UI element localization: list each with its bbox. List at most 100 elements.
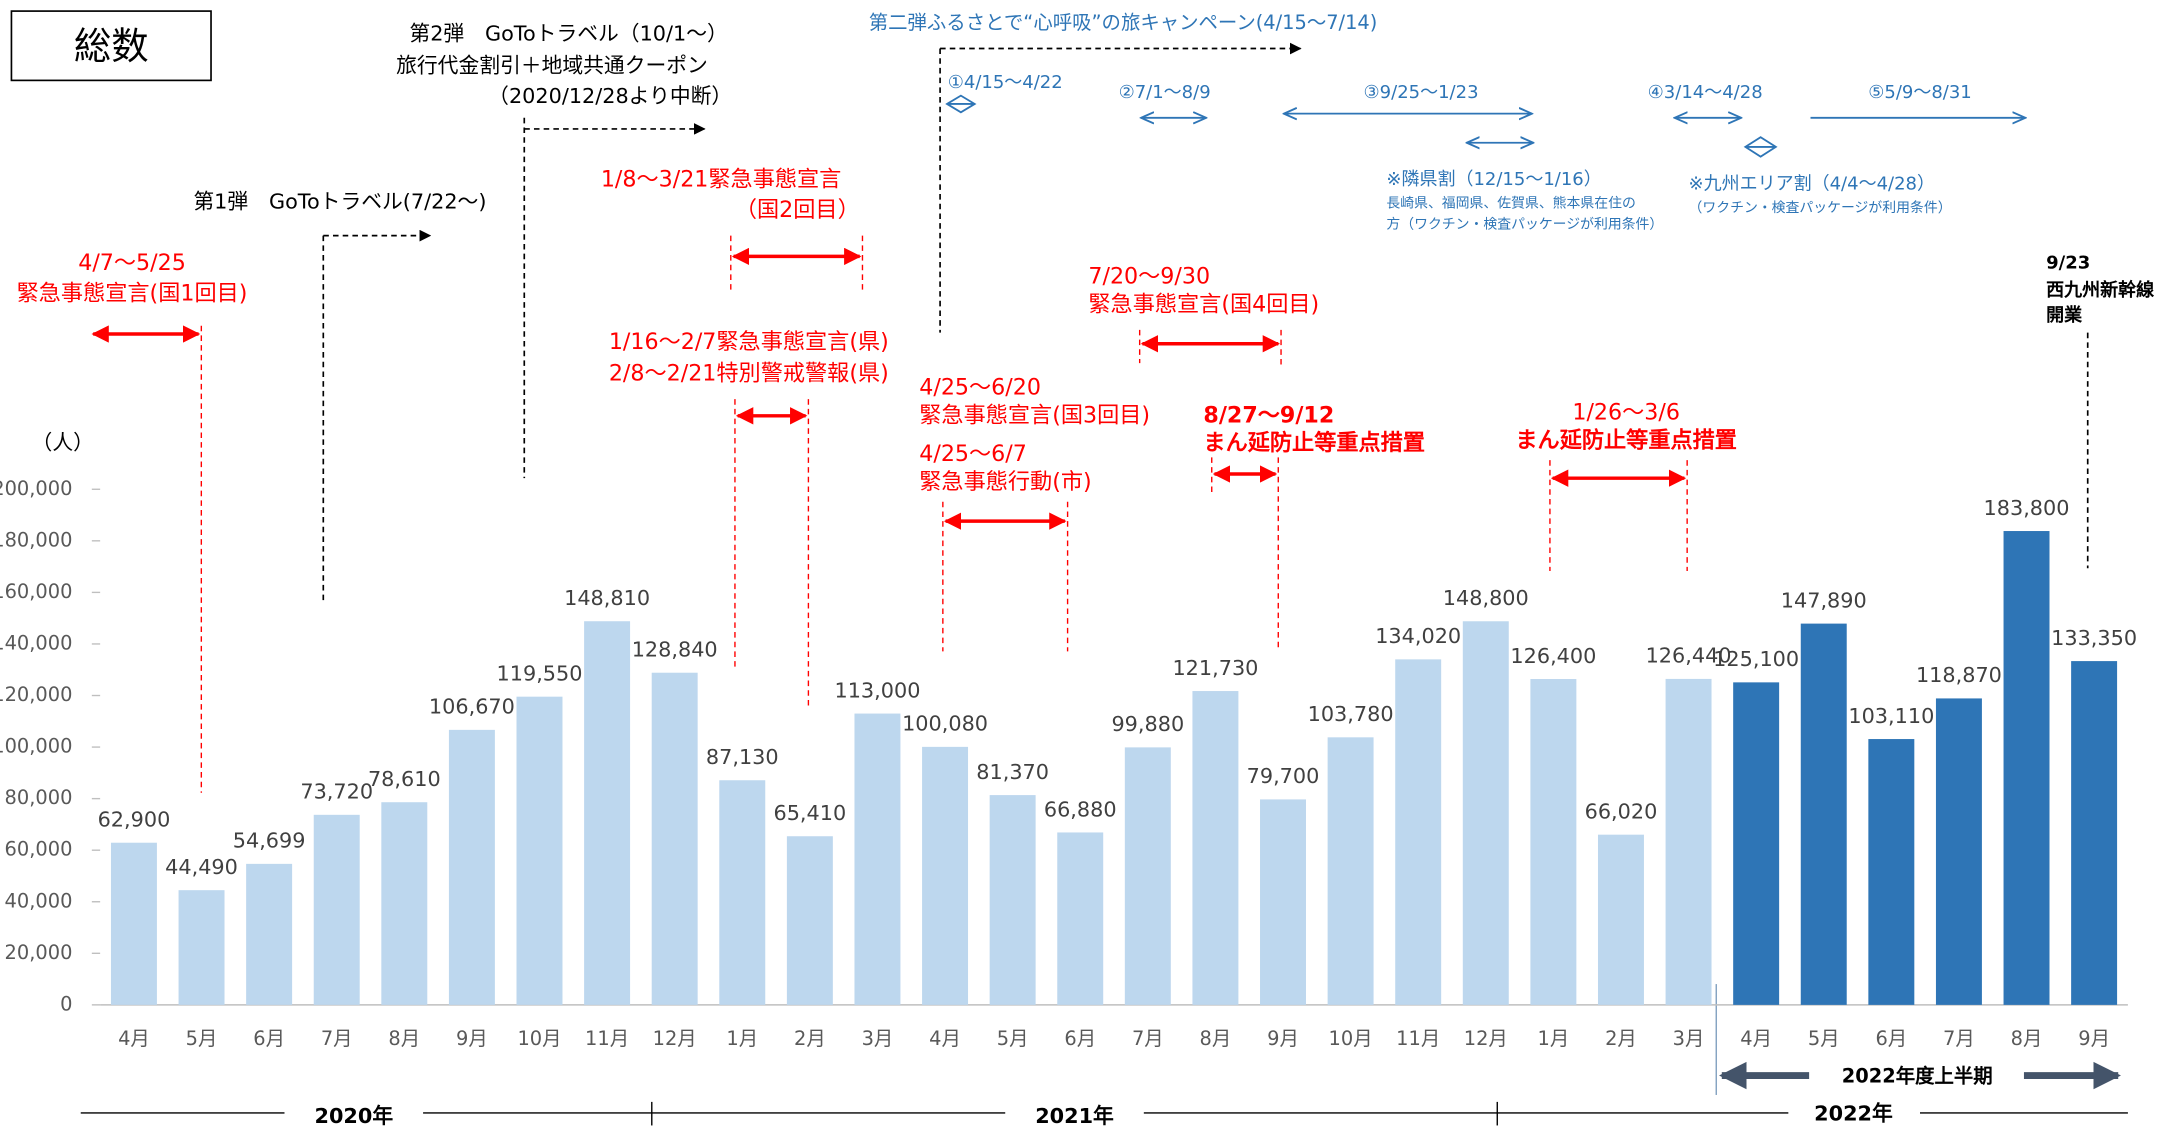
annotation: （国2回目）: [735, 197, 860, 223]
x-tick-label: 12月: [1464, 1027, 1508, 1050]
title: 総数: [74, 24, 149, 68]
bar: [1124, 747, 1171, 1005]
annotation: ※隣県割（12/15～1/16）: [1386, 169, 1601, 190]
x-tick-label: 9月: [1267, 1027, 1299, 1050]
x-tick-label: 4月: [929, 1027, 961, 1050]
annotation: 緊急事態宣言(国4回目): [1088, 291, 1319, 317]
value-label: 147,890: [1781, 588, 1867, 612]
x-tick-label: 8月: [1200, 1027, 1232, 1050]
x-tick-label: 10月: [517, 1027, 561, 1050]
bar: [381, 802, 428, 1005]
annotation: （2020/12/28より中断）: [488, 84, 732, 108]
value-label: 119,550: [497, 661, 583, 685]
bar: [651, 672, 698, 1005]
value-label: 126,400: [1510, 644, 1596, 668]
bar: [246, 863, 293, 1005]
value-label: 118,870: [1916, 663, 2002, 687]
value-label: 133,350: [2051, 626, 2137, 650]
x-tick-label: 11月: [1396, 1027, 1440, 1050]
value-label: 106,670: [429, 695, 515, 719]
bar: [313, 814, 360, 1005]
x-tick-label: 6月: [253, 1027, 285, 1050]
year-label: 2021年: [1035, 1104, 1114, 1128]
y-tick-label: 20,000: [5, 941, 73, 964]
x-tick-label: 10月: [1329, 1027, 1373, 1050]
annotation: （ワクチン・検査パッケージが利用条件）: [1689, 199, 1952, 216]
x-tick-label: 9月: [2078, 1027, 2110, 1050]
bar: [1530, 679, 1577, 1005]
year-label: 2020年: [314, 1104, 393, 1128]
y-tick-label: 120,000: [0, 683, 72, 706]
annotation: ※九州エリア割（4/4～4/28）: [1689, 173, 1935, 194]
annotation: 緊急事態行動(市): [919, 469, 1091, 495]
annotation-arrows: [91, 42, 2089, 793]
value-label: 79,700: [1247, 764, 1320, 788]
bar: [854, 713, 901, 1005]
annotation: ④3/14～4/28: [1648, 82, 1763, 103]
value-label: 81,370: [976, 760, 1049, 784]
annotation: 8/27～9/12: [1203, 402, 1334, 428]
annotation: 4/25～6/20: [919, 375, 1041, 401]
annotation: ③9/25～1/23: [1364, 82, 1479, 103]
annotation: 開業: [2046, 304, 2083, 326]
bar: [989, 795, 1036, 1005]
value-label: 87,130: [706, 745, 779, 769]
x-tick-label: 1月: [1538, 1027, 1570, 1050]
value-label: 103,780: [1308, 702, 1394, 726]
y-tick-label: 80,000: [5, 786, 73, 809]
annotation: ⑤5/9～8/31: [1868, 82, 1972, 103]
annotation: 第二弾ふるさとで“心呼吸”の旅キャンペーン(4/15～7/14): [869, 11, 1378, 34]
x-tick-label: 6月: [1875, 1027, 1907, 1050]
value-label: 103,110: [1848, 704, 1934, 728]
value-label: 121,730: [1172, 656, 1258, 680]
annotation: 1/8～3/21緊急事態宣言: [601, 167, 842, 193]
bar: [1733, 682, 1780, 1005]
x-tick-label: 4月: [118, 1027, 150, 1050]
x-tick-label: 5月: [997, 1027, 1029, 1050]
x-tick-label: 11月: [585, 1027, 629, 1050]
bar: [584, 621, 631, 1005]
y-tick-label: 0: [60, 992, 72, 1015]
annotation: 4/7～5/25: [78, 250, 186, 276]
x-tick-label: 1月: [726, 1027, 758, 1050]
bar: [1935, 698, 1982, 1005]
annotation: ①4/15～4/22: [948, 72, 1063, 93]
annotation: 緊急事態宣言(国1回目): [17, 280, 248, 306]
value-label: 73,720: [300, 780, 373, 804]
bar: [1192, 691, 1239, 1005]
bar: [1665, 678, 1712, 1005]
bar: [1057, 832, 1104, 1005]
annotation: 1/16～2/7緊急事態宣言(県): [609, 329, 889, 355]
bar: [1800, 623, 1847, 1005]
value-label: 113,000: [834, 678, 920, 702]
x-tick-label: 8月: [2011, 1027, 2043, 1050]
x-tick-label: 7月: [1132, 1027, 1164, 1050]
bar: [1597, 834, 1644, 1005]
y-label: （人）: [32, 431, 94, 455]
annotation: 緊急事態宣言(国3回目): [919, 402, 1150, 428]
bar: [922, 746, 969, 1005]
value-label: 148,800: [1443, 586, 1529, 610]
value-label: 62,900: [98, 808, 171, 832]
bar: [178, 890, 225, 1005]
bar: [1868, 739, 1915, 1005]
value-label: 66,020: [1585, 799, 1658, 823]
bar: [1462, 621, 1509, 1005]
annotation: 長崎県、福岡県、佐賀県、熊本県在住の: [1386, 196, 1635, 212]
annotation: 第1弾 GoToトラベル(7/22～): [193, 189, 486, 213]
x-tick-label: 8月: [388, 1027, 420, 1050]
annotation: 9/23: [2046, 252, 2090, 273]
y-tick-label: 160,000: [0, 580, 72, 603]
x-tick-label: 2月: [1605, 1027, 1637, 1050]
bar: [786, 836, 833, 1005]
annotation: 4/25～6/7: [919, 441, 1027, 467]
annotation: 旅行代金割引＋地域共通クーポン: [396, 54, 708, 78]
value-label: 54,699: [233, 829, 306, 853]
bar: [516, 696, 563, 1005]
x-tick-label: 9月: [456, 1027, 488, 1050]
annotation: 方（ワクチン・検査パッケージが利用条件）: [1386, 216, 1663, 233]
annotation: 7/20～9/30: [1088, 264, 1210, 290]
annotation: まん延防止等重点措置: [1203, 430, 1425, 456]
value-label: 44,490: [165, 855, 238, 879]
